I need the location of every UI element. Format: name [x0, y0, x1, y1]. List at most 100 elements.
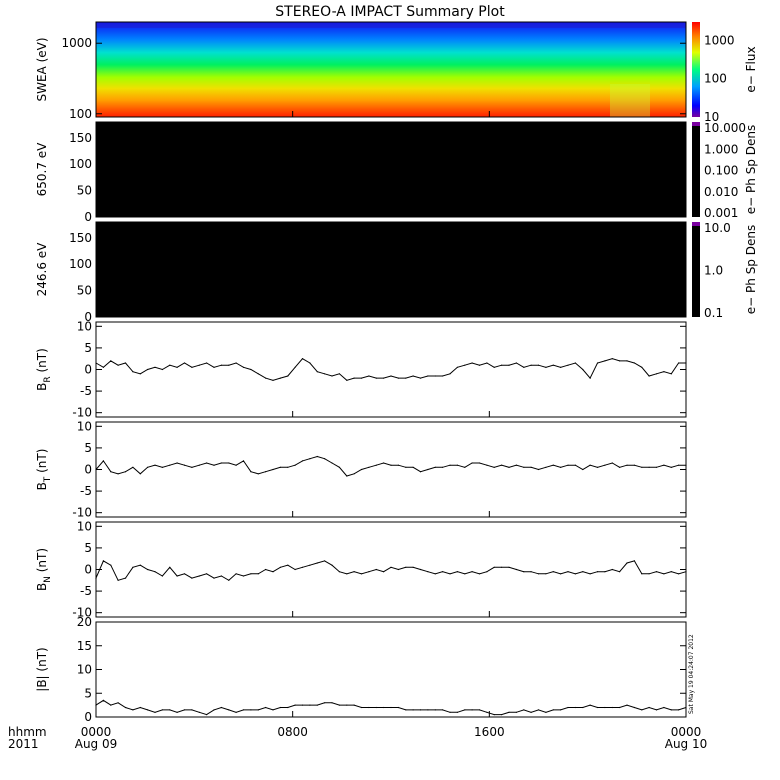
br-data-point: [427, 375, 429, 377]
bt-data-point: [530, 466, 532, 468]
pad246-ytick-label: 100: [69, 257, 92, 271]
br-data-point: [294, 366, 296, 368]
bmag-data-point: [442, 709, 444, 711]
swea-frame: [95, 21, 687, 118]
br-data-point: [220, 364, 222, 366]
br-data-point: [449, 373, 451, 375]
bmag-data-point: [161, 709, 163, 711]
bt-data-point: [102, 460, 104, 462]
bmag-data-point: [294, 704, 296, 706]
br-data-point: [390, 375, 392, 377]
bn-data-point: [596, 571, 599, 573]
bn-data-point: [206, 573, 208, 575]
bn-data-point: [375, 568, 377, 571]
bt-data-point: [213, 464, 215, 466]
bmag-data-point: [471, 709, 473, 711]
bmag-data-point: [604, 706, 606, 709]
swea-spectrogram: [96, 22, 686, 117]
bt-data-point: [552, 464, 554, 466]
br-data-point: [368, 375, 370, 377]
bn-data-point: [301, 566, 304, 568]
bmag-ytick-label: 5: [84, 686, 92, 700]
bt-data-point: [471, 462, 473, 464]
bn-data-point: [161, 575, 163, 577]
bmag-data-point: [478, 709, 481, 711]
bmag-data-point: [449, 711, 451, 713]
bn-data-point: [220, 575, 222, 577]
bt-data-point: [346, 475, 348, 477]
pad650-colorbar-tick: 1.000: [704, 142, 738, 156]
bn-data-point: [537, 573, 540, 575]
bmag-data-point: [287, 706, 289, 709]
bn-data-point: [397, 568, 399, 571]
bmag-ytick-label: 20: [77, 615, 92, 629]
bmag-data-point: [324, 702, 326, 704]
bt-data-point: [294, 464, 296, 466]
bn-data-point: [279, 566, 281, 568]
bn-data-point: [471, 571, 473, 573]
bn-ylabel: BN (nT): [35, 548, 53, 591]
bn-data-point: [619, 571, 621, 573]
bt-data-point: [663, 464, 665, 466]
bmag-data-point: [257, 709, 259, 711]
bt-ytick-label: 10: [77, 419, 92, 433]
bn-data-point: [338, 571, 340, 573]
bn-data-point: [331, 564, 333, 566]
bt-data-point: [478, 462, 481, 464]
br-data-point: [176, 366, 178, 368]
bn-data-point: [464, 573, 466, 575]
bmag-data-point: [309, 704, 311, 706]
br-data-point: [619, 360, 621, 362]
bt-data-point: [405, 466, 407, 468]
bt-data-point: [375, 464, 377, 466]
bmag-data-point: [279, 706, 281, 709]
pad650-colorbar-tick: 0.010: [704, 185, 738, 199]
bt-data-point: [442, 466, 444, 468]
bn-data-point: [515, 568, 518, 571]
bmag-data-point: [589, 704, 591, 706]
bn-data-point: [383, 571, 385, 573]
bt-data-point: [383, 462, 385, 464]
xaxis-date-label: Aug 09: [75, 737, 118, 751]
br-data-point: [633, 362, 636, 364]
bmag-data-point: [619, 706, 621, 709]
bn-data-point: [552, 571, 554, 573]
br-data-point: [530, 364, 532, 366]
bmag-data-point: [139, 706, 141, 709]
bn-data-point: [213, 577, 215, 579]
br-data-point: [596, 362, 599, 364]
bt-data-point: [176, 462, 178, 464]
bmag-data-point: [220, 706, 222, 709]
bmag-data-point: [670, 709, 672, 711]
bt-ytick-label: -5: [80, 484, 92, 498]
bt-data-point: [368, 466, 370, 468]
bn-data-point: [456, 571, 458, 573]
bmag-data-point: [419, 709, 422, 711]
bt-data-point: [456, 464, 458, 466]
br-data-point: [228, 364, 230, 366]
br-ytick-label: -5: [80, 384, 92, 398]
bn-data-point: [110, 564, 112, 566]
bn-ytick-label: 0: [84, 563, 92, 577]
swea-colorbar-tick: 1000: [704, 33, 735, 47]
bmag-data-point: [154, 711, 156, 713]
br-data-point: [670, 373, 672, 375]
br-data-point: [198, 364, 200, 366]
bmag-data-point: [132, 709, 134, 711]
br-data-point: [523, 366, 525, 368]
bt-data-point: [434, 466, 436, 468]
bt-data-point: [412, 466, 414, 468]
bmag-data-point: [486, 711, 488, 713]
bn-data-point: [316, 562, 318, 564]
bn-data-point: [324, 560, 326, 562]
bt-data-point: [316, 455, 318, 458]
br-data-point: [626, 360, 628, 362]
bmag-ytick-label: 0: [84, 710, 92, 724]
bmag-data-point: [183, 709, 186, 711]
bn-ytick-label: 5: [84, 541, 92, 555]
pad650-colorbar-tick: 0.100: [704, 164, 738, 178]
swea-top-band: [96, 22, 686, 28]
bn-data-point: [257, 573, 259, 575]
bt-data-point: [206, 462, 208, 464]
bmag-data-point: [117, 702, 119, 704]
